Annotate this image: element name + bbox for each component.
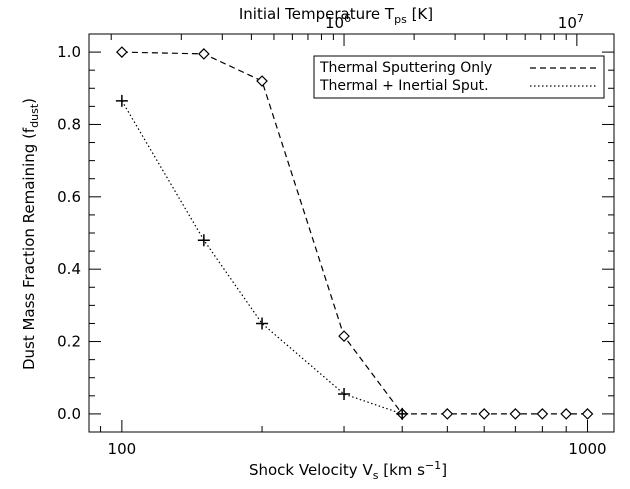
x-tick-label: 1000: [568, 440, 606, 458]
y-tick-label: 0.6: [57, 188, 81, 206]
diamond-marker: [198, 48, 210, 60]
diamond-marker: [338, 330, 350, 342]
x-tick-label: 100: [108, 440, 137, 458]
y-tick-label: 1.0: [57, 43, 81, 61]
diamond-marker: [116, 46, 128, 58]
series-1: [115, 94, 409, 420]
plus-marker: [338, 388, 351, 401]
series-line: [121, 51, 588, 415]
tick-labels: 100 1000 106 107 0.0 0.2 0.4 0.6 0.8 1.0: [57, 12, 606, 458]
x-axis-label: Shock Velocity Vs [km s−1]: [249, 459, 447, 482]
diamond-marker: [478, 408, 491, 420]
diamond-marker: [581, 408, 594, 420]
y-tick-label: 0.0: [57, 405, 81, 423]
top-tick-label: 106: [325, 12, 351, 32]
diamond-marker: [256, 75, 268, 87]
plus-marker: [396, 407, 409, 420]
plus-marker: [197, 234, 210, 247]
diamond-marker: [560, 408, 573, 420]
legend-box: [313, 55, 605, 99]
series-line: [121, 100, 403, 415]
y-axis-label: Dust Mass Fraction Remaining (fdust): [20, 98, 41, 370]
series-layer: [115, 46, 594, 420]
series-0: [116, 46, 594, 420]
legend-entry-label: Thermal + Inertial Sput.: [319, 78, 489, 94]
diamond-marker: [441, 408, 454, 420]
plus-marker: [115, 94, 128, 107]
axis-ticks: [89, 34, 614, 432]
y-tick-label: 0.2: [57, 333, 81, 351]
legend: Thermal Sputtering Only Thermal + Inertia…: [313, 55, 605, 99]
diamond-marker: [536, 408, 549, 420]
y-tick-label: 0.4: [57, 260, 81, 278]
diamond-marker: [509, 408, 522, 420]
plus-marker: [256, 317, 269, 330]
y-tick-label: 0.8: [57, 115, 81, 133]
top-tick-label: 107: [558, 12, 584, 32]
top-axis-label: Initial Temperature Tps [K]: [239, 5, 433, 26]
legend-entry-label: Thermal Sputtering Only: [319, 60, 492, 76]
